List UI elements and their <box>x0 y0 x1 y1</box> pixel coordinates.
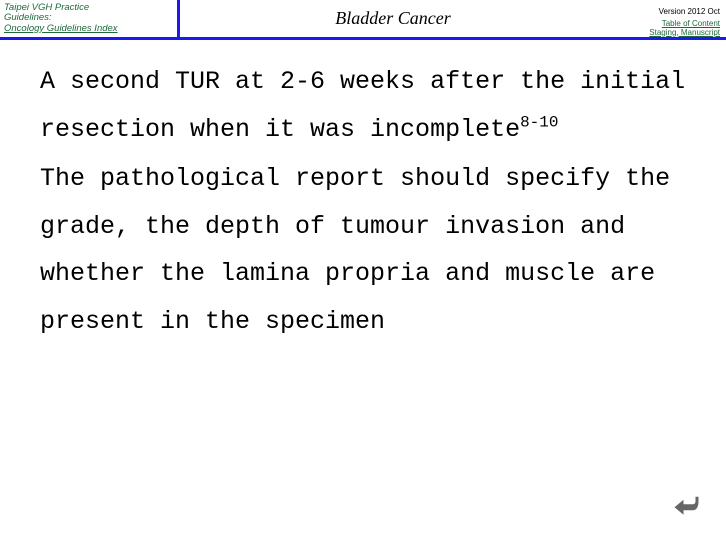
paragraph-1: A second TUR at 2-6 weeks after the init… <box>40 58 686 153</box>
toc-link[interactable]: Table of Content <box>606 19 720 28</box>
header-bar: Taipei VGH Practice Guidelines: Oncology… <box>0 0 726 40</box>
oncology-index-link[interactable]: Oncology Guidelines Index <box>4 24 173 34</box>
content-area: A second TUR at 2-6 weeks after the init… <box>0 40 726 345</box>
paragraph-2: The pathological report should specify t… <box>40 155 686 345</box>
version-label: Version 2012 Oct <box>659 7 720 16</box>
header-left-box: Taipei VGH Practice Guidelines: Oncology… <box>0 0 180 37</box>
p1-citation: 8-10 <box>520 113 558 131</box>
return-arrow-icon <box>670 493 700 517</box>
header-right-box: Version 2012 Oct Table of Content Stagin… <box>606 1 726 37</box>
header-center: Bladder Cancer <box>180 8 606 29</box>
return-icon[interactable] <box>670 493 700 522</box>
p1-text: A second TUR at 2-6 weeks after the init… <box>40 67 685 144</box>
page-title: Bladder Cancer <box>335 8 450 28</box>
staging-link[interactable]: Staging, Manuscript <box>606 28 720 37</box>
